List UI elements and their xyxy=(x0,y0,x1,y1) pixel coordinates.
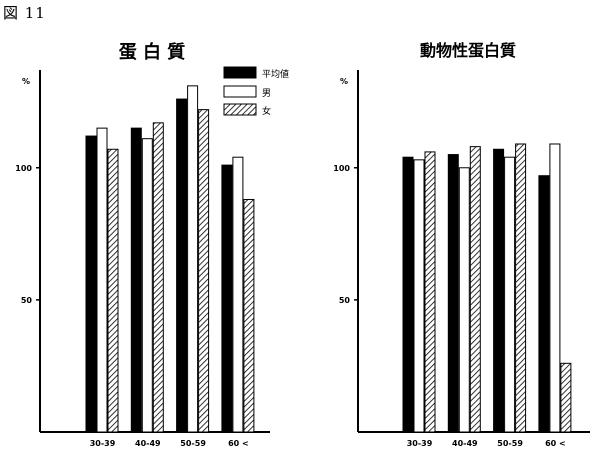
bar-male xyxy=(187,85,199,433)
x-tick-label: 40-49 xyxy=(452,439,478,448)
bar-average xyxy=(221,164,233,433)
bar-male xyxy=(96,127,108,433)
bar-average xyxy=(130,127,142,433)
bar-female xyxy=(515,143,527,433)
bar-female xyxy=(198,109,210,433)
x-tick-label: 60 < xyxy=(228,439,249,448)
bar-female xyxy=(424,151,436,433)
bar-male xyxy=(549,143,561,433)
y-axis-unit: % xyxy=(340,77,348,86)
chart-protein: 蛋 白 質 % 50 100 30-39 40-49 50-59 60 < xyxy=(15,41,270,448)
chart-title: 動物性蛋白質 xyxy=(420,41,516,60)
y-tick-label: 100 xyxy=(15,164,32,173)
bar-male xyxy=(458,167,470,433)
x-tick-label: 30-39 xyxy=(407,439,433,448)
y-tick-label: 100 xyxy=(333,164,350,173)
legend: 平均値 男 女 xyxy=(223,66,289,117)
bar-average xyxy=(538,175,550,433)
bar-female xyxy=(243,198,255,433)
legend-label-female: 女 xyxy=(262,105,271,117)
y-axis-unit: % xyxy=(22,77,30,86)
y-tick-label: 50 xyxy=(339,296,351,305)
figure-label: 図 11 xyxy=(3,4,46,22)
bar-female xyxy=(469,146,481,433)
x-tick-label: 50-59 xyxy=(180,439,206,448)
bar-male xyxy=(232,156,244,433)
bar-female xyxy=(560,362,572,433)
bar-average xyxy=(402,156,414,433)
bar-male xyxy=(141,138,153,433)
legend-label-male: 男 xyxy=(262,88,271,99)
bar-female xyxy=(107,148,119,433)
x-tick-label: 40-49 xyxy=(135,439,161,448)
bar-average xyxy=(176,98,188,433)
bars xyxy=(402,143,572,433)
bar-average xyxy=(493,148,505,433)
bar-male xyxy=(504,156,516,433)
legend-swatch-hatched xyxy=(223,103,257,116)
bars xyxy=(85,85,255,433)
bar-average xyxy=(85,135,97,433)
legend-swatch-solid xyxy=(223,66,257,79)
x-tick-label: 50-59 xyxy=(497,439,523,448)
chart-animal-protein: 動物性蛋白質 % 50 100 30-39 40-49 50-59 60 < xyxy=(333,41,590,448)
legend-swatch-white xyxy=(223,85,257,98)
legend-label-average: 平均値 xyxy=(262,68,289,80)
ticks: 50 100 30-39 40-49 50-59 60 < xyxy=(15,164,248,448)
bar-male xyxy=(413,159,425,433)
bar-female xyxy=(152,122,164,433)
x-tick-label: 60 < xyxy=(545,439,566,448)
x-tick-label: 30-39 xyxy=(90,439,116,448)
ticks: 50 100 30-39 40-49 50-59 60 < xyxy=(333,164,565,448)
chart-title: 蛋 白 質 xyxy=(119,41,186,63)
bar-average xyxy=(447,154,459,433)
y-tick-label: 50 xyxy=(21,296,33,305)
